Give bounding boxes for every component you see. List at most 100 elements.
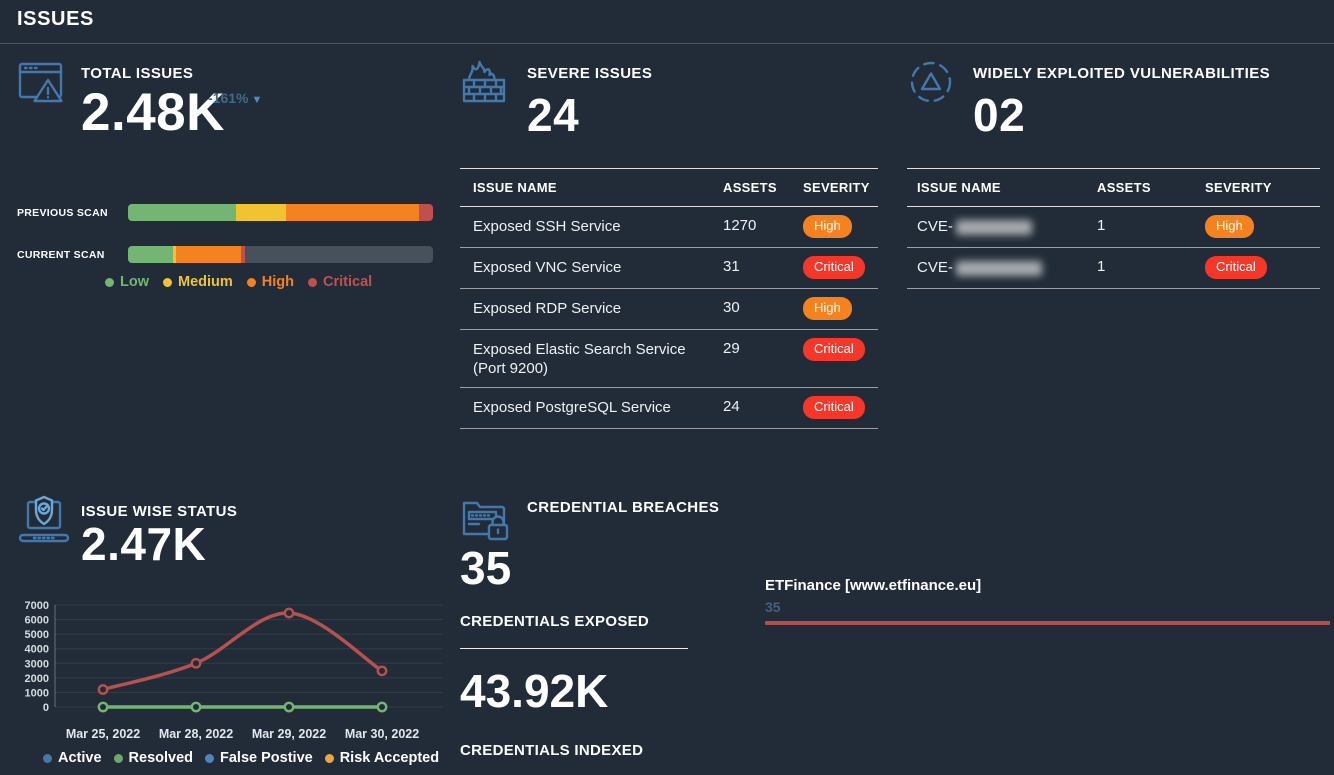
- severity-badge: Critical: [803, 256, 865, 279]
- legend-item[interactable]: Risk Accepted: [324, 750, 440, 766]
- severity-badge: Critical: [803, 338, 865, 361]
- severity-badge: High: [1205, 215, 1254, 238]
- legend-item[interactable]: False Postive: [205, 750, 313, 766]
- table-row[interactable]: CVE- 1 High: [907, 207, 1320, 248]
- svg-text:5000: 5000: [25, 629, 49, 641]
- col-issue-name: ISSUE NAME: [917, 180, 1001, 195]
- asset-count: 29: [723, 340, 740, 357]
- page-title: ISSUES: [17, 8, 94, 30]
- legend-dot-icon: [43, 753, 52, 763]
- total-issues-delta: -161% ▼: [208, 90, 263, 106]
- legend-dot-icon: [163, 277, 172, 287]
- current-scan-bar: [128, 246, 433, 263]
- issue-name: CVE-: [917, 217, 1097, 236]
- panel-severe-issues: SEVERE ISSUES 24 ISSUE NAME ASSETS SEVER…: [460, 58, 878, 438]
- browser-alert-icon: [18, 62, 63, 103]
- severity-badge: High: [803, 297, 852, 320]
- firewall-fire-icon: [462, 60, 506, 103]
- panel-issue-wise-status: ISSUE WISE STATUS 2.47K 7000 6000 5000 4000…: [17, 495, 457, 775]
- redacted-cve-id: [955, 219, 1032, 235]
- panel-total-issues: TOTAL ISSUES 2.48K -161% ▼ PREVIOUS SCAN …: [17, 58, 450, 318]
- table-row[interactable]: CVE- 1 Critical: [907, 248, 1320, 289]
- widely-exploited-title: WIDELY EXPLOITED VULNERABILITIES: [973, 65, 1271, 82]
- scan-bar-segment-high: [175, 246, 241, 263]
- legend-label: Critical: [323, 274, 373, 290]
- severe-issues-title: SEVERE ISSUES: [527, 65, 653, 82]
- domain-label: ETFinance [www.etfinance.eu]: [765, 577, 982, 594]
- domain-bar: [765, 621, 1330, 625]
- col-severity: SEVERITY: [1205, 180, 1272, 195]
- issue-name: CVE-: [917, 258, 1097, 277]
- redacted-cve-id: [955, 260, 1042, 276]
- svg-text:7000: 7000: [25, 600, 49, 612]
- col-issue-name: ISSUE NAME: [473, 180, 557, 195]
- legend-label: Resolved: [128, 750, 194, 766]
- scan-bar-segment-critical: [419, 204, 433, 221]
- asset-count: 31: [723, 258, 740, 275]
- table-row[interactable]: Exposed RDP Service 30 High: [460, 289, 878, 330]
- issue-status-line-chart: 7000 6000 5000 4000 3000 2000 1000 0 Mar 25, 202…: [17, 600, 452, 748]
- svg-text:Mar 29, 2022: Mar 29, 2022: [252, 727, 326, 741]
- scan-bar-segment-medium: [236, 204, 286, 221]
- domain-breach-count: 35: [765, 599, 781, 615]
- issue-name: Exposed VNC Service: [473, 259, 622, 276]
- folder-lock-icon: [462, 501, 509, 541]
- issue-name: Exposed RDP Service: [473, 300, 622, 317]
- legend-label: Risk Accepted: [339, 750, 440, 766]
- asset-count: 1: [1097, 217, 1106, 234]
- triangle-down-icon: ▼: [251, 94, 263, 106]
- svg-text:Mar 28, 2022: Mar 28, 2022: [159, 727, 233, 741]
- legend-dot-icon: [308, 277, 317, 287]
- table-header: ISSUE NAME ASSETS SEVERITY: [460, 169, 878, 207]
- col-assets: ASSETS: [1097, 180, 1151, 195]
- current-scan-row: CURRENT SCAN: [17, 246, 450, 263]
- legend-dot-icon: [113, 753, 123, 763]
- svg-text:6000: 6000: [25, 615, 49, 627]
- severe-issues-value: 24: [527, 89, 580, 141]
- severity-badge: Critical: [803, 396, 865, 419]
- scan-bar-segment-low: [128, 204, 237, 221]
- svg-text:Mar 30, 2022: Mar 30, 2022: [345, 727, 419, 741]
- svg-text:2000: 2000: [25, 673, 49, 685]
- legend-item: Critical: [308, 274, 372, 290]
- widely-exploited-table: ISSUE NAME ASSETS SEVERITY CVE- 1 High CVE-…: [907, 168, 1320, 289]
- asset-count: 1: [1097, 258, 1106, 275]
- scan-bar-segment-critical: [240, 246, 246, 263]
- issue-name: Exposed SSH Service: [473, 218, 621, 235]
- credentials-indexed-label: CREDENTIALS INDEXED: [460, 742, 644, 759]
- asset-count: 24: [723, 398, 740, 415]
- scan-bar-segment-medium: [173, 246, 176, 263]
- table-row[interactable]: Exposed VNC Service 31 Critical: [460, 248, 878, 289]
- panel-breach-domains: ETFinance [www.etfinance.eu] 35: [765, 575, 1330, 655]
- severity-badge: High: [803, 215, 852, 238]
- legend-dot-icon: [246, 277, 256, 287]
- issue-name: Exposed Elastic Search Service (Port 920…: [473, 341, 686, 377]
- col-assets: ASSETS: [723, 180, 777, 195]
- issue-wise-status-value: 2.47K: [81, 518, 207, 570]
- issue-status-legend: Active Resolved False Postive Risk Accepted: [43, 750, 451, 766]
- table-header: ISSUE NAME ASSETS SEVERITY: [907, 169, 1320, 207]
- previous-scan-bar: [128, 204, 433, 221]
- issue-wise-status-title: ISSUE WISE STATUS: [81, 503, 238, 520]
- header-divider: [0, 43, 1334, 44]
- credentials-indexed-value: 43.92K: [460, 665, 609, 717]
- table-row[interactable]: Exposed Elastic Search Service (Port 920…: [460, 330, 878, 388]
- svg-text:1000: 1000: [25, 687, 49, 699]
- widely-exploited-value: 02: [973, 89, 1026, 141]
- credential-breaches-title: CREDENTIAL BREACHES: [527, 499, 720, 516]
- legend-item[interactable]: Active: [43, 750, 102, 766]
- table-row[interactable]: Exposed SSH Service 1270 High: [460, 207, 878, 248]
- panel-widely-exploited: WIDELY EXPLOITED VULNERABILITIES 02 ISSU…: [907, 58, 1320, 298]
- legend-label: Low: [120, 274, 149, 290]
- table-row[interactable]: Exposed PostgreSQL Service 24 Critical: [460, 388, 878, 429]
- asset-count: 1270: [723, 217, 757, 234]
- credentials-exposed-value: 35: [460, 542, 512, 594]
- legend-item[interactable]: Resolved: [113, 750, 194, 766]
- legend-dot-icon: [324, 753, 334, 763]
- scan-bar-segment-high: [285, 204, 420, 221]
- svg-text:Mar 25, 2022: Mar 25, 2022: [66, 727, 140, 741]
- issue-name: Exposed PostgreSQL Service: [473, 399, 671, 416]
- severity-legend: Low Medium High Critical: [105, 274, 386, 290]
- severe-issues-table: ISSUE NAME ASSETS SEVERITY Exposed SSH S…: [460, 168, 878, 429]
